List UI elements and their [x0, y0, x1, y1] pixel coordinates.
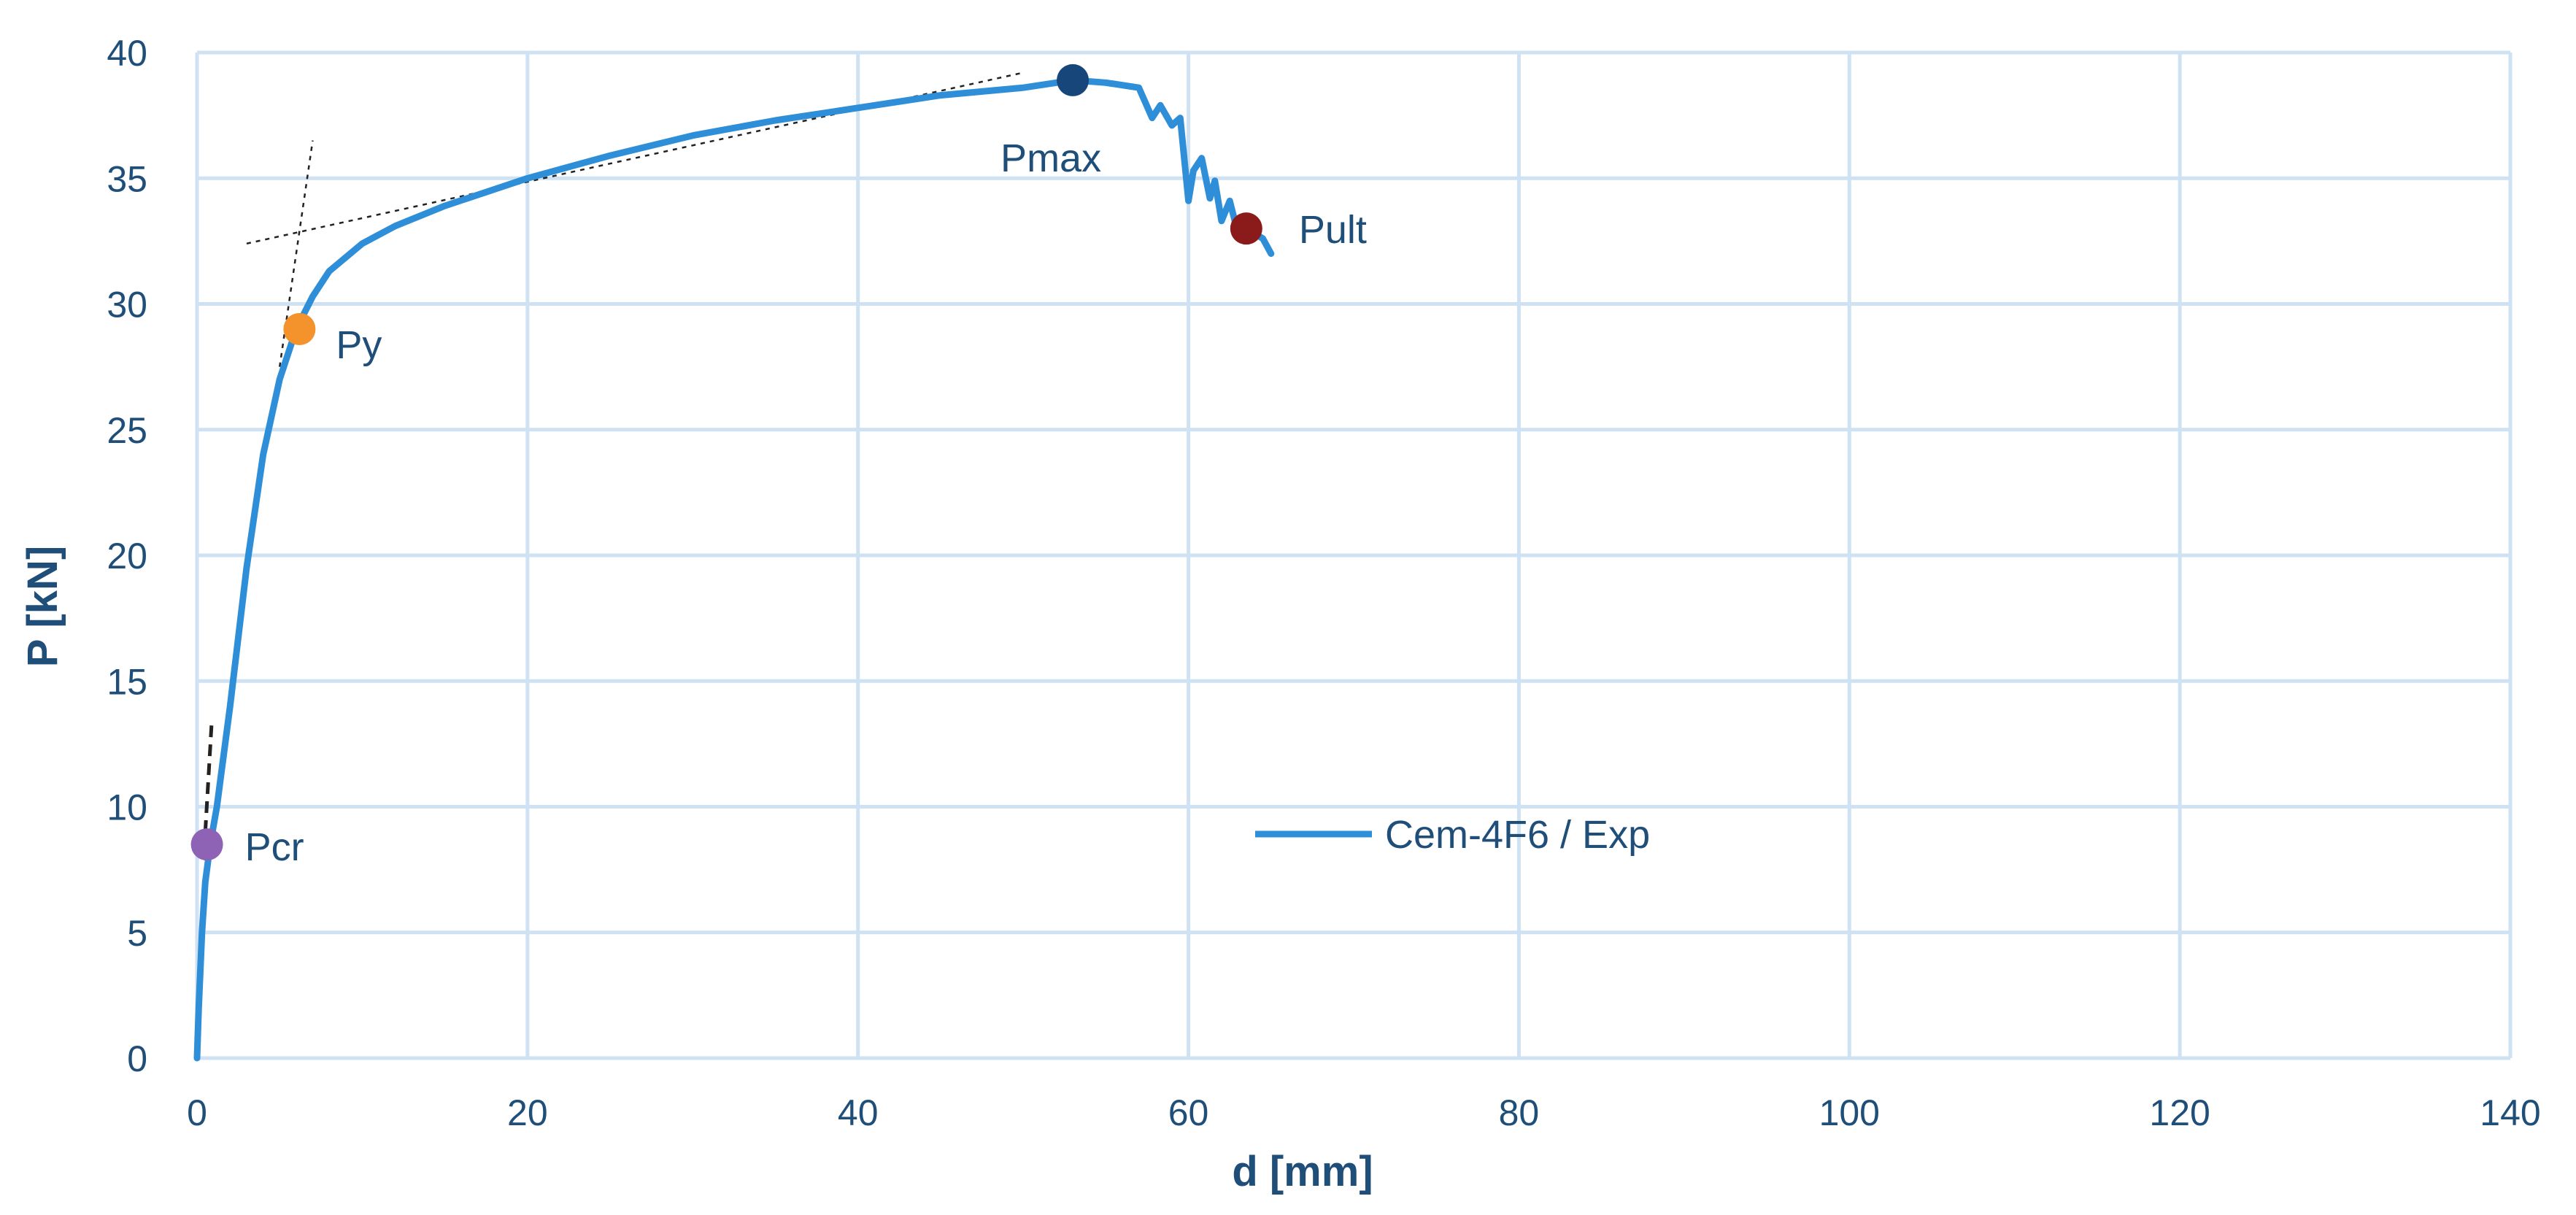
x-tick-label-80: 80	[1499, 1092, 1540, 1133]
x-tick-label-100: 100	[1819, 1092, 1880, 1133]
y-tick-label-15: 15	[107, 661, 147, 702]
series-group	[193, 77, 1275, 1062]
marker-pcr	[190, 828, 223, 861]
series-line-0	[193, 77, 1275, 1062]
x-tick-labels: 0 20 40 60 80 100 120 140	[187, 1092, 2541, 1133]
annotation-label-py: Py	[336, 323, 382, 367]
y-tick-label-30: 30	[107, 285, 147, 325]
legend: Cem-4F6 / Exp	[1255, 813, 1650, 857]
y-tick-label-0: 0	[127, 1038, 147, 1079]
marker-pult	[1230, 212, 1262, 245]
legend-label: Cem-4F6 / Exp	[1385, 813, 1650, 857]
x-axis-title: d [mm]	[1232, 1148, 1373, 1195]
x-tick-label-60: 60	[1168, 1092, 1209, 1133]
grid-lines	[195, 50, 2513, 1060]
x-tick-label-40: 40	[838, 1092, 879, 1133]
y-axis-title: P [kN]	[19, 546, 66, 668]
y-tick-label-35: 35	[107, 158, 147, 199]
y-tick-label-10: 10	[107, 787, 147, 828]
annotation-label-pult: Pult	[1299, 208, 1367, 252]
x-tick-label-120: 120	[2149, 1092, 2210, 1133]
x-tick-label-0: 0	[187, 1092, 207, 1133]
marker-pmax	[1057, 63, 1090, 96]
x-tick-label-140: 140	[2480, 1092, 2540, 1133]
y-tick-label-40: 40	[107, 33, 147, 74]
y-tick-labels: 0 5 10 15 20 25 30 35 40	[107, 33, 147, 1079]
marker-group: Pcr Py Pmax Pult	[190, 63, 1367, 869]
x-tick-label-20: 20	[507, 1092, 548, 1133]
y-tick-label-25: 25	[107, 410, 147, 451]
y-tick-label-20: 20	[107, 536, 147, 576]
marker-py	[283, 312, 316, 345]
y-tick-label-5: 5	[127, 913, 147, 954]
annotation-label-pmax: Pmax	[1000, 136, 1101, 180]
annotation-label-pcr: Pcr	[245, 825, 304, 869]
